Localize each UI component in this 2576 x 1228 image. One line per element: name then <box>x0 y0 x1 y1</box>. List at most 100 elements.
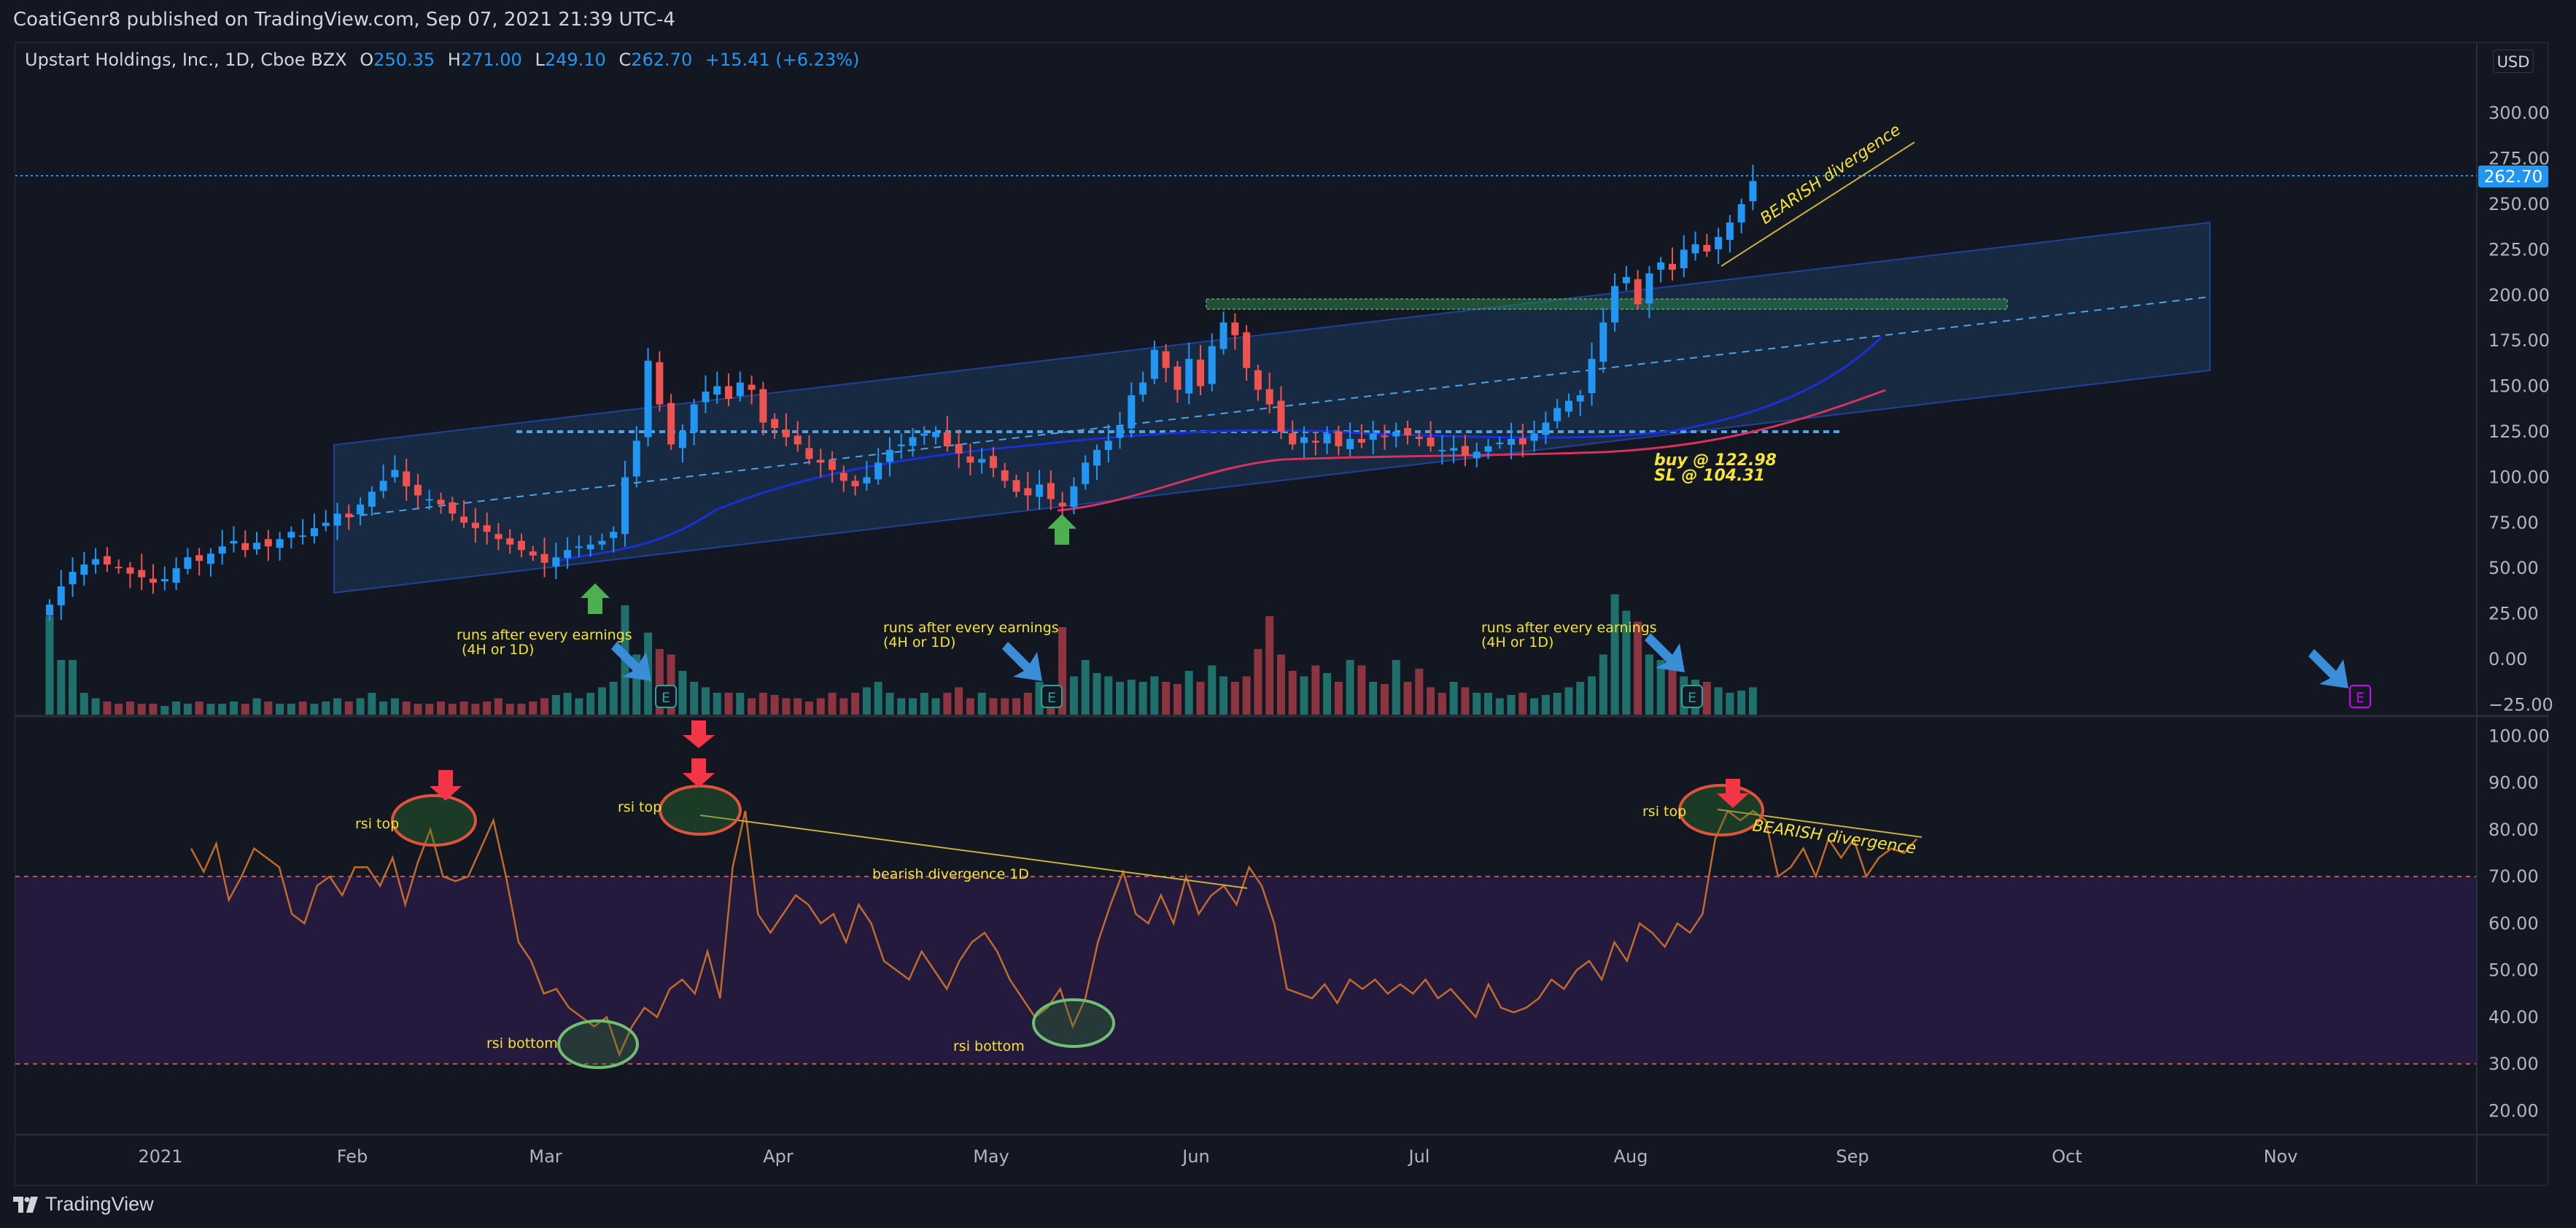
candle-body <box>1427 437 1435 446</box>
volume-bar <box>551 695 560 715</box>
volume-bar <box>1449 682 1458 715</box>
volume-bar <box>206 704 215 715</box>
candle-body <box>1047 483 1055 500</box>
volume-bar <box>1127 680 1136 715</box>
volume-bar <box>874 682 882 715</box>
volume-bar <box>575 698 583 715</box>
candle-body <box>1173 366 1182 390</box>
annotation-earnings-1: runs after every earnings <box>457 627 632 643</box>
candle-body <box>713 386 721 395</box>
earnings-marker[interactable]: E <box>655 685 677 708</box>
earnings-marker[interactable]: E <box>1681 685 1703 708</box>
candle-body <box>1197 360 1204 386</box>
price-tick-label: 200.00 <box>2488 285 2550 306</box>
volume-bar <box>390 698 399 715</box>
volume-bar <box>586 693 595 715</box>
symbol-name[interactable]: Upstart Holdings, Inc., 1D, Cboe BZX <box>25 50 347 70</box>
candle-body <box>678 432 686 448</box>
volume-bar <box>1553 693 1561 715</box>
volume-bar <box>885 693 894 715</box>
candle-body <box>1634 279 1642 305</box>
volume-bar <box>1162 682 1171 715</box>
earnings-marker-upcoming[interactable]: E <box>2349 685 2371 708</box>
volume-bar <box>402 702 411 715</box>
volume-bar <box>1300 676 1308 715</box>
rsi-indicator <box>190 809 1917 1057</box>
candle-body <box>184 557 192 570</box>
high-label: H <box>447 50 461 70</box>
volume-bar <box>1473 693 1481 715</box>
volume-bar <box>57 660 66 715</box>
tradingview-logo[interactable]: TradingView <box>13 1193 154 1216</box>
volume-bar <box>91 698 100 715</box>
candle-body <box>817 459 825 463</box>
price-tick-label: −25.00 <box>2488 694 2553 715</box>
price-tick-label: 50.00 <box>2488 558 2539 578</box>
symbol-legend[interactable]: Upstart Holdings, Inc., 1D, Cboe BZX O25… <box>25 50 859 70</box>
annotation-bearish-divergence-1d: bearish divergence 1D <box>872 866 1029 882</box>
volume-bar <box>563 693 572 715</box>
time-tick-label: Nov <box>2264 1146 2298 1167</box>
rsi-tick-label: 20.00 <box>2488 1100 2539 1121</box>
candle-body <box>230 540 238 544</box>
chart-frame[interactable] <box>15 42 2548 1186</box>
earnings-marker[interactable]: E <box>1041 685 1063 708</box>
candle-body <box>1070 486 1078 508</box>
svg-text:262.70: 262.70 <box>2484 168 2542 187</box>
candle-body <box>1404 428 1412 435</box>
candle-body <box>1058 502 1066 507</box>
volume-bar <box>103 702 112 715</box>
candle-body <box>69 572 77 585</box>
volume-bar <box>195 702 203 715</box>
volume-bar <box>1645 654 1653 715</box>
candle-body <box>1104 440 1112 450</box>
volume-bar <box>955 687 963 715</box>
volume-bar <box>828 693 837 715</box>
rsi-tick-label: 30.00 <box>2488 1054 2539 1074</box>
volume-bar <box>1461 687 1470 715</box>
candle-body <box>57 586 65 606</box>
candle-body <box>932 432 940 438</box>
svg-text:E: E <box>662 690 670 706</box>
candle-body <box>771 419 779 429</box>
candle-body <box>345 513 353 518</box>
volume-bar <box>540 698 549 715</box>
annotation-earnings-1-sub: (4H or 1D) <box>462 642 534 658</box>
price-tick-label: 275.00 <box>2488 149 2550 169</box>
candle-body <box>449 502 457 514</box>
close-value: 262.70 <box>631 50 693 70</box>
candle-body <box>794 435 802 445</box>
candle-body <box>471 522 479 529</box>
candle-body <box>1622 276 1630 284</box>
candle-body <box>829 460 837 470</box>
price-axis: 300.00 275.00 250.00 225.00 200.00 175.00 150.… <box>2488 103 2553 715</box>
moving-average-fast <box>554 335 1883 563</box>
price-tick-label: 75.00 <box>2488 513 2539 533</box>
candle-body <box>403 471 411 486</box>
volume-bar <box>218 704 227 715</box>
bearish-divergence-trendline <box>1720 141 1915 267</box>
volume-bar <box>804 702 813 715</box>
open-value: 250.35 <box>373 50 435 70</box>
candle-body <box>1323 433 1331 443</box>
candle-body <box>1680 249 1688 268</box>
volume-bar <box>1668 665 1677 715</box>
volume-bar <box>1380 684 1389 715</box>
volume-bar <box>1610 594 1619 715</box>
resistance-zone <box>1206 298 2008 310</box>
volume-bar <box>1265 616 1274 715</box>
candle-body <box>702 392 710 403</box>
svg-text:E: E <box>1688 690 1696 706</box>
currency-button[interactable]: USD <box>2493 50 2534 73</box>
candle-body <box>253 543 261 550</box>
candle-body <box>46 605 53 616</box>
candle-body <box>1254 370 1262 390</box>
candle-body <box>1542 422 1550 435</box>
volume-bar <box>736 693 745 715</box>
candle-body <box>978 459 986 463</box>
candle-body <box>1012 480 1020 492</box>
candle-body <box>552 557 560 567</box>
volume-bar <box>1622 610 1631 715</box>
rsi-tick-label: 50.00 <box>2488 960 2539 981</box>
